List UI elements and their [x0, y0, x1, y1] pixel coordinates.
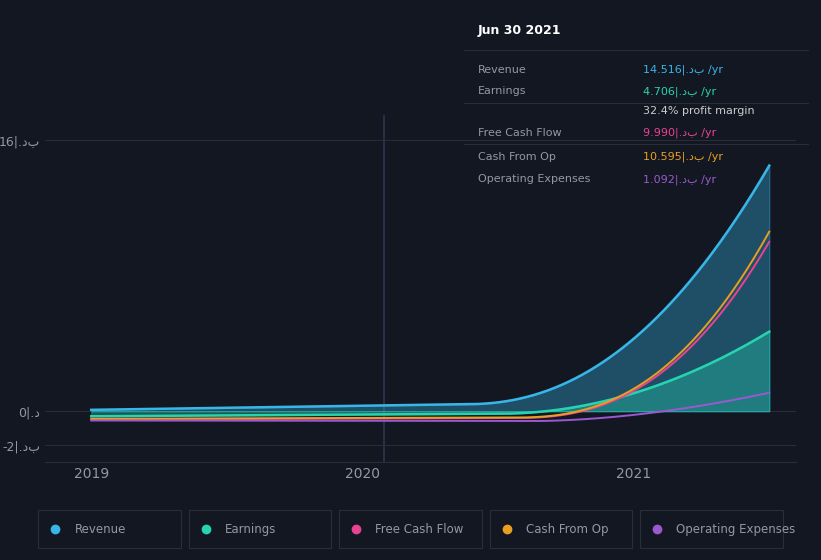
Text: 9.990|.دب /yr: 9.990|.دب /yr: [643, 128, 717, 138]
Text: 4.706|.دب /yr: 4.706|.دب /yr: [643, 86, 716, 97]
Text: 10.595|.دب /yr: 10.595|.دب /yr: [643, 152, 723, 162]
Text: 14.516|.دب /yr: 14.516|.دب /yr: [643, 65, 723, 76]
Text: Jun 30 2021: Jun 30 2021: [478, 24, 562, 37]
Text: Free Cash Flow: Free Cash Flow: [478, 128, 562, 138]
Text: Earnings: Earnings: [478, 86, 526, 96]
Text: Cash From Op: Cash From Op: [478, 152, 556, 162]
Text: Free Cash Flow: Free Cash Flow: [375, 522, 464, 536]
Text: Operating Expenses: Operating Expenses: [677, 522, 796, 536]
Text: Revenue: Revenue: [478, 65, 526, 75]
Text: Cash From Op: Cash From Op: [526, 522, 608, 536]
Text: 1.092|.دب /yr: 1.092|.دب /yr: [643, 174, 716, 185]
Text: Revenue: Revenue: [75, 522, 126, 536]
Text: Earnings: Earnings: [225, 522, 277, 536]
Text: Operating Expenses: Operating Expenses: [478, 174, 590, 184]
Text: 32.4% profit margin: 32.4% profit margin: [643, 106, 754, 116]
